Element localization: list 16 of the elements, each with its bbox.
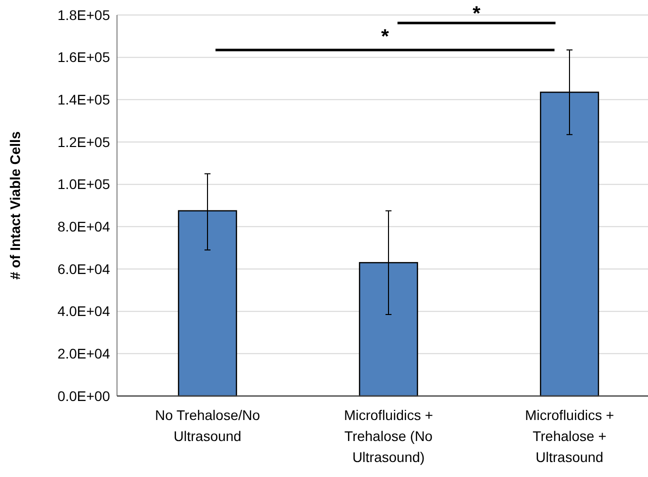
annotation: *: [381, 26, 390, 48]
x-tick-label: Microfluidics + Trehalose + Ultrasound: [524, 407, 614, 465]
y-tick-label: 1.0E+05: [57, 176, 110, 192]
y-tick-label: 6.0E+04: [57, 260, 110, 277]
y-tick-label: 8.0E+04: [57, 218, 110, 235]
y-tick-label: 1.2E+05: [57, 134, 110, 150]
y-axis-title: # of Intact Viable Cells: [7, 131, 23, 280]
x-tick-label: Microfluidics + Trehalose (No Ultrasound): [344, 407, 434, 465]
y-tick-label: 4.0E+04: [57, 303, 110, 320]
y-tick-label: 2.0E+04: [57, 346, 110, 362]
y-tick-label: 1.4E+05: [57, 92, 110, 108]
annotation: *: [472, 3, 481, 25]
y-tick-label: 0.0E+00: [57, 388, 110, 404]
y-tick-label: 1.8E+05: [57, 6, 110, 23]
y-tick-label: 1.6E+05: [57, 49, 110, 66]
x-tick-label: No Trehalose/No Ultrasound: [154, 407, 260, 444]
